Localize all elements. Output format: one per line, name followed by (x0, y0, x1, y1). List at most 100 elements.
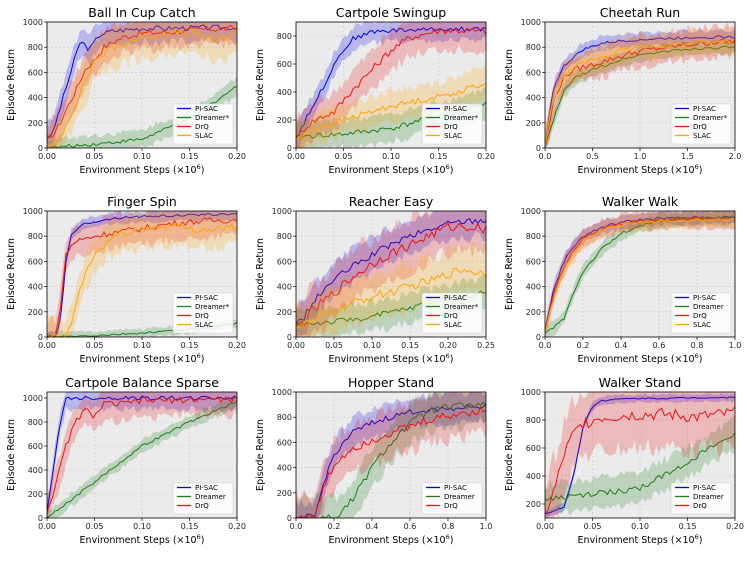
band-pi-sac (296, 211, 486, 337)
y-tick-label: 1000 (521, 388, 541, 397)
x-axis-label: Environment Steps (×106) (80, 533, 205, 546)
legend-box (172, 482, 234, 515)
y-axis-label: Episode Return (6, 49, 17, 121)
y-tick-label: 0 (536, 333, 541, 342)
legend-label-pi-sac: PI-SAC (195, 105, 218, 113)
y-tick-label: 800 (277, 232, 292, 241)
y-tick-label: 400 (28, 466, 43, 475)
band-slac (545, 211, 735, 337)
x-tick-label: 0.10 (631, 522, 649, 531)
legend-label-dreamer: Dreamer* (693, 114, 728, 122)
series-line-drq (47, 395, 237, 513)
y-tick-label: 600 (526, 257, 541, 266)
legend-label-pi-sac: PI-SAC (444, 105, 467, 113)
legend-label-dreamer: Dreamer* (195, 114, 230, 122)
x-tick-label: 0.0 (539, 341, 552, 350)
series-line-pi-sac (545, 396, 735, 515)
x-axis-label-close: ) (699, 165, 703, 176)
y-tick-label: 200 (526, 119, 541, 128)
plot-frame (295, 210, 487, 338)
series-group (47, 392, 237, 518)
x-axis-label-close: ) (201, 165, 205, 176)
x-tick-label: 0.05 (86, 152, 104, 161)
panel-cheetah-run: 0.0 0.5 1.0 1.5 2.0 0 200 400 600 800 1000 Cheetah … (504, 5, 741, 176)
y-tick-label: 1000 (521, 207, 541, 216)
x-tick-label: 0.2 (577, 341, 590, 350)
x-axis-label-text: Environment Steps (×10 (329, 535, 446, 546)
series-group (545, 211, 735, 337)
x-tick-label: 0.4 (366, 522, 379, 531)
y-tick-label: 0 (287, 514, 292, 523)
x-axis-label-close: ) (201, 535, 205, 546)
legend-label-drq: DrQ (444, 312, 458, 320)
band-drq (47, 211, 237, 337)
x-axis-label-text: Environment Steps (×10 (329, 354, 446, 365)
x-axis-label-text: Environment Steps (×10 (329, 165, 446, 176)
series-group (296, 392, 486, 518)
band-drq (545, 22, 735, 148)
x-tick-label: 0.10 (133, 341, 151, 350)
x-tick-label: 0.0 (290, 522, 303, 531)
x-tick-label: 0.05 (86, 341, 104, 350)
x-axis-label-exponent: 6 (695, 352, 699, 360)
x-axis-label: Environment Steps (×106) (578, 163, 703, 176)
y-tick-label: 400 (28, 283, 43, 292)
y-tick-label: 400 (526, 472, 541, 481)
band-dreamer (545, 414, 735, 518)
series-line-drq (545, 216, 735, 334)
legend-label-drq: DrQ (444, 123, 458, 131)
x-axis-label: Environment Steps (×106) (578, 352, 703, 365)
y-tick-label: 600 (526, 444, 541, 453)
legend-label-dreamer: Dreamer* (444, 303, 479, 311)
legend-label-dreamer: Dreamer (444, 493, 475, 501)
y-tick-label: 400 (277, 88, 292, 97)
series-line-dreamer (545, 45, 735, 148)
band-dreamer (545, 211, 735, 337)
x-axis-label-exponent: 6 (197, 352, 201, 360)
legend-label-drq: DrQ (693, 312, 707, 320)
series-line-dreamer (545, 432, 735, 502)
x-tick-label: 0.00 (38, 522, 56, 531)
y-tick-label: 600 (277, 60, 292, 69)
band-drq (47, 392, 237, 518)
panel-title: Finger Spin (107, 194, 177, 209)
x-axis-label-exponent: 6 (446, 352, 450, 360)
series-line-dreamer (296, 401, 486, 518)
x-tick-label: 1.0 (634, 152, 647, 161)
y-axis-label: Episode Return (255, 419, 266, 491)
y-tick-label: 1000 (23, 207, 43, 216)
legend-label-pi-sac: PI-SAC (195, 294, 218, 302)
y-tick-label: 1000 (23, 18, 43, 27)
x-axis-label: Environment Steps (×106) (80, 163, 205, 176)
legend-label-dreamer: Dreamer (693, 303, 724, 311)
y-tick-label: 1000 (521, 18, 541, 27)
legend-label-pi-sac: PI-SAC (693, 484, 716, 492)
panel-cartpole-swingup: 0.00 0.05 0.10 0.15 0.20 0 200 400 600 800 Cartpol… (255, 5, 495, 176)
x-tick-label: 0.20 (439, 341, 457, 350)
x-tick-label: 0.10 (363, 341, 381, 350)
legend-label-dreamer: Dreamer (195, 493, 226, 501)
series-line-slac (47, 224, 237, 337)
series-line-drq (47, 25, 237, 141)
y-tick-label: 200 (526, 500, 541, 509)
series-line-dreamer (545, 215, 735, 334)
legend-label-slac: SLAC (693, 132, 711, 140)
y-axis-label: Episode Return (504, 419, 515, 491)
y-tick-label: 200 (277, 308, 292, 317)
legend-box (670, 482, 732, 515)
series-group (296, 22, 486, 148)
x-tick-label: 0.05 (325, 341, 343, 350)
y-tick-label: 200 (526, 308, 541, 317)
legend-label-drq: DrQ (195, 312, 209, 320)
x-tick-label: 0.15 (181, 152, 199, 161)
x-tick-label: 0.15 (181, 341, 199, 350)
x-axis-label-close: ) (450, 535, 454, 546)
panel-title: Hopper Stand (348, 375, 434, 390)
band-drq (296, 392, 486, 518)
legend-label-drq: DrQ (195, 123, 209, 131)
legend-label-pi-sac: PI-SAC (444, 484, 467, 492)
y-tick-label: 200 (277, 116, 292, 125)
plot-frame (295, 391, 487, 519)
